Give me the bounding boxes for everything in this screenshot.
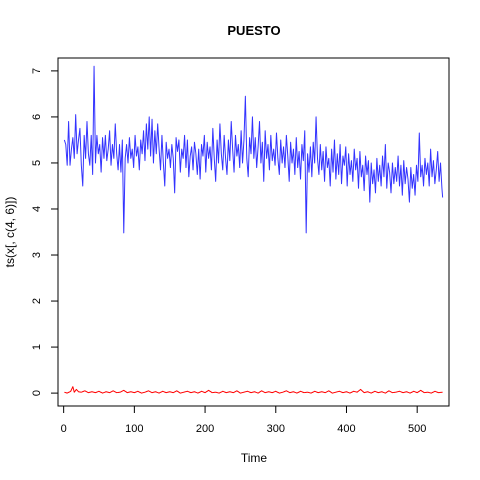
x-axis-label: Time (241, 451, 268, 465)
x-tick-label: 400 (337, 423, 355, 435)
x-tick-label: 500 (408, 423, 426, 435)
x-axis: 0 100 200 300 400 500 (61, 405, 426, 435)
y-tick-label: 7 (31, 68, 43, 74)
series-line-2 (64, 386, 443, 394)
y-axis: 0 1 2 3 4 5 6 7 (31, 68, 59, 396)
y-tick-label: 3 (31, 252, 43, 258)
y-tick-label: 6 (31, 114, 43, 120)
y-axis-label: ts(x[, c(4, 6)]) (3, 197, 17, 268)
y-tick-label: 2 (31, 298, 43, 304)
x-tick-label: 0 (61, 423, 67, 435)
chart-title: PUESTO (227, 23, 280, 38)
y-tick-label: 0 (31, 390, 43, 396)
y-tick-label: 5 (31, 160, 43, 166)
series-line-1 (63, 65, 444, 234)
series-layer (63, 65, 444, 394)
y-tick-label: 1 (31, 344, 43, 350)
x-tick-label: 300 (267, 423, 285, 435)
x-tick-label: 100 (125, 423, 143, 435)
x-tick-label: 200 (196, 423, 214, 435)
plot-frame (57, 57, 450, 407)
y-tick-label: 4 (31, 206, 43, 212)
